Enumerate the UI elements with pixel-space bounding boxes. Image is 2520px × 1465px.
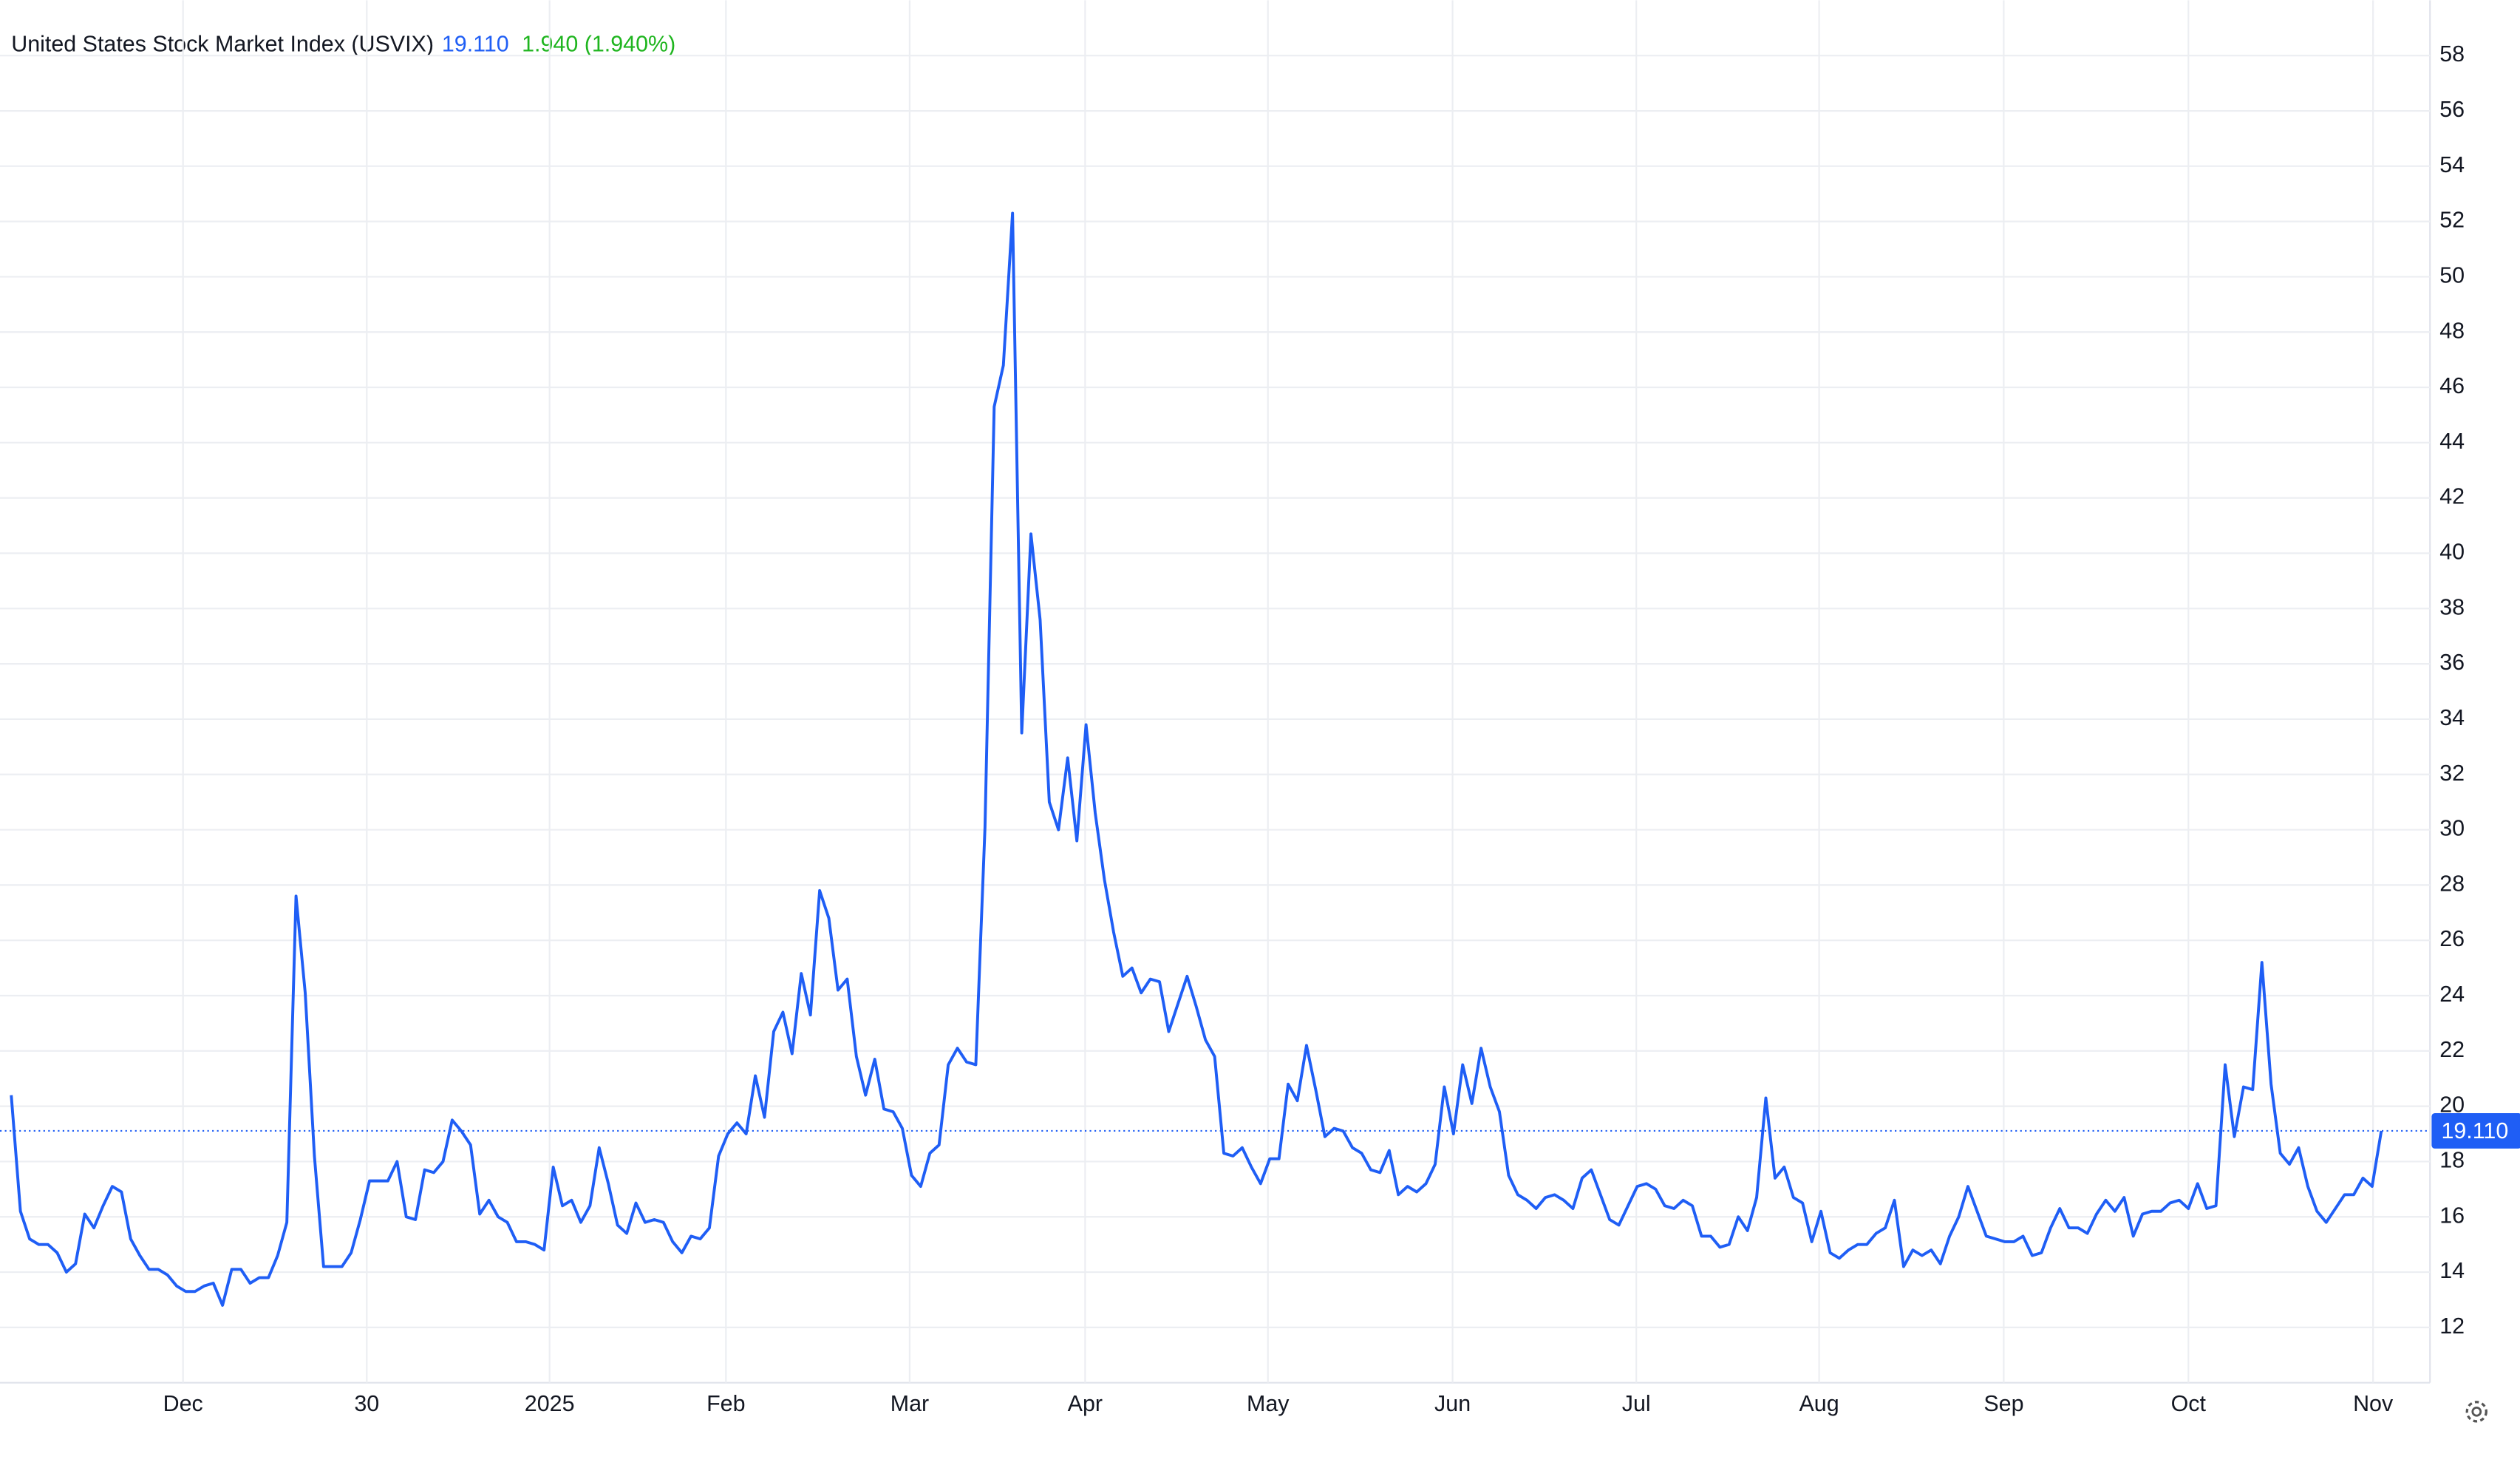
y-tick-label: 42 bbox=[2439, 484, 2465, 509]
y-tick-label: 54 bbox=[2439, 152, 2465, 177]
x-tick-label: Aug bbox=[1799, 1391, 1839, 1416]
y-tick-label: 44 bbox=[2439, 429, 2465, 454]
x-tick-label: Dec bbox=[163, 1391, 203, 1416]
last-price-badge bbox=[2431, 1112, 2520, 1149]
y-tick-label: 16 bbox=[2439, 1203, 2465, 1228]
gear-outer[interactable] bbox=[2465, 1401, 2487, 1423]
price-change: 1.940 (1.940%) bbox=[522, 31, 675, 56]
y-tick-label: 58 bbox=[2439, 41, 2465, 67]
y-tick-label: 40 bbox=[2439, 540, 2465, 565]
y-tick-label: 18 bbox=[2439, 1147, 2465, 1172]
x-tick-label: Jul bbox=[1622, 1391, 1651, 1416]
y-tick-label: 36 bbox=[2439, 650, 2465, 675]
y-tick-label: 30 bbox=[2439, 816, 2465, 841]
y-tick-label: 12 bbox=[2439, 1313, 2465, 1339]
grid bbox=[0, 0, 2431, 1383]
x-tick-label: Sep bbox=[1983, 1391, 2023, 1416]
x-tick-label: Nov bbox=[2353, 1391, 2394, 1416]
y-tick-label: 24 bbox=[2439, 982, 2465, 1007]
y-tick-label: 50 bbox=[2439, 263, 2465, 288]
y-tick-label: 46 bbox=[2439, 373, 2465, 398]
y-tick-label: 28 bbox=[2439, 871, 2465, 896]
x-tick-label: Mar bbox=[890, 1391, 929, 1416]
y-tick-label: 32 bbox=[2439, 761, 2465, 786]
y-tick-label: 56 bbox=[2439, 97, 2465, 122]
price-line bbox=[10, 211, 2383, 1307]
settings-icon[interactable] bbox=[2465, 1401, 2487, 1423]
last-price: 19.110 bbox=[442, 31, 509, 56]
x-tick-label: Feb bbox=[706, 1391, 745, 1416]
y-tick-label: 52 bbox=[2439, 208, 2465, 233]
x-tick-label: May bbox=[1247, 1391, 1290, 1416]
chart-header: United States Stock Market Index (USVIX)… bbox=[11, 31, 675, 56]
x-tick-label: 30 bbox=[354, 1391, 379, 1416]
y-tick-label: 14 bbox=[2439, 1258, 2465, 1283]
x-tick-label: Apr bbox=[1068, 1391, 1103, 1416]
x-tick-label: Jun bbox=[1434, 1391, 1471, 1416]
y-tick-label: 26 bbox=[2439, 926, 2465, 951]
y-tick-label: 34 bbox=[2439, 705, 2465, 730]
last-price-label: 19.110 bbox=[2441, 1118, 2508, 1143]
y-tick-label: 48 bbox=[2439, 318, 2465, 343]
chart-title: United States Stock Market Index (USVIX) bbox=[11, 31, 434, 56]
x-tick-label: Oct bbox=[2171, 1391, 2207, 1416]
gear-inner[interactable] bbox=[2471, 1406, 2482, 1417]
y-tick-label: 38 bbox=[2439, 594, 2465, 619]
x-tick-label: 2025 bbox=[525, 1391, 575, 1416]
y-tick-label: 22 bbox=[2439, 1037, 2465, 1062]
